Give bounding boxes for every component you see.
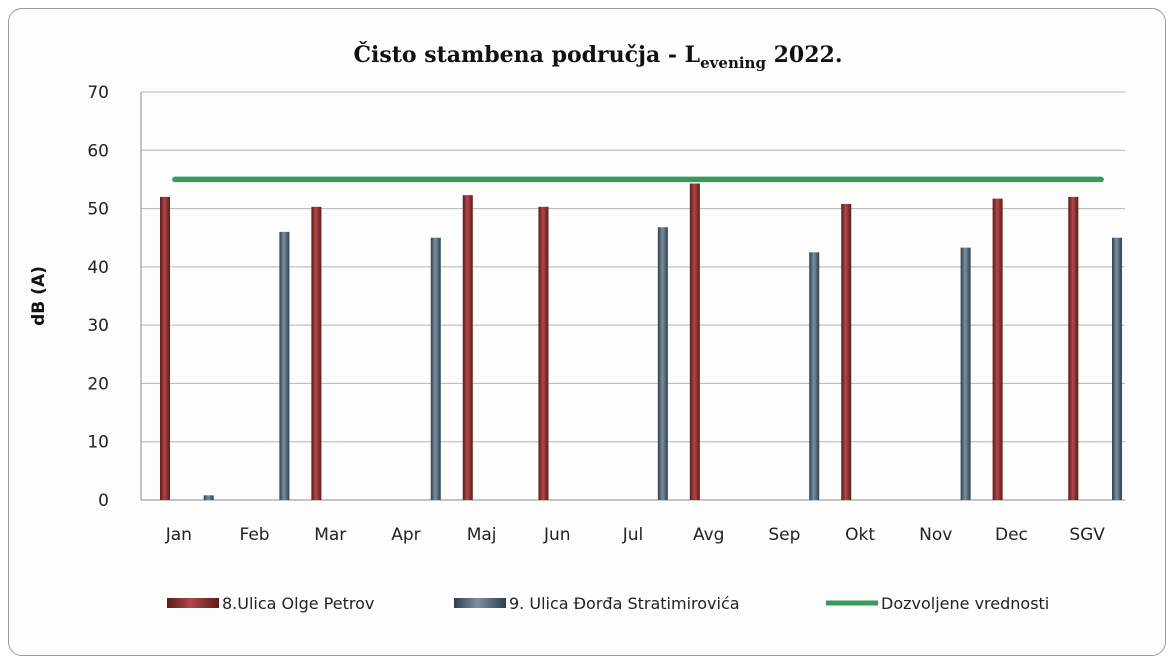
x-tick-label: Apr xyxy=(391,525,420,545)
x-tick-label: Nov xyxy=(919,525,952,545)
bar-djordja-stratimirovica-apr xyxy=(430,237,441,500)
bar-olge-petrov-avg xyxy=(689,183,700,500)
chart-card xyxy=(8,8,1166,656)
bar-olge-petrov-jun xyxy=(538,206,549,500)
legend-item-3: Dozvoljene vrednosti xyxy=(826,594,1049,613)
chart-title-suffix: 2022. xyxy=(766,42,843,68)
bar-djordja-stratimirovica-jan xyxy=(203,495,214,500)
bar-olge-petrov-okt xyxy=(841,203,852,500)
legend-item-1: 8.Ulica Olge Petrov xyxy=(167,594,374,613)
bar-olge-petrov-maj xyxy=(462,195,473,500)
bar-djordja-stratimirovica-sgv xyxy=(1112,237,1122,500)
bar-djordja-stratimirovica-nov xyxy=(960,247,971,500)
legend: 8.Ulica Olge Petrov 9. Ulica Đorđa Strati… xyxy=(167,594,1049,613)
x-tick-label: Maj xyxy=(467,525,497,545)
x-tick-label: SGV xyxy=(1069,525,1105,545)
x-tick-label: Mar xyxy=(314,525,346,545)
x-tick-label: Jun xyxy=(543,525,571,545)
y-tick-label: 0 xyxy=(98,491,109,511)
bars xyxy=(160,183,1122,501)
legend-label: Dozvoljene vrednosti xyxy=(881,594,1049,613)
legend-item-2: 9. Ulica Đorđa Stratimirovića xyxy=(454,594,740,613)
y-axis-label: dB (A) xyxy=(29,266,49,326)
x-tick-label: Avg xyxy=(693,525,725,545)
y-tick-label: 20 xyxy=(87,374,109,394)
bar-olge-petrov-sgv xyxy=(1068,196,1079,500)
bar-olge-petrov-jan xyxy=(160,196,170,500)
x-tick-label: Feb xyxy=(239,525,269,545)
legend-label: 9. Ulica Đorđa Stratimirovića xyxy=(509,594,740,613)
y-tick-label: 70 xyxy=(87,83,109,103)
legend-swatch xyxy=(454,598,506,608)
y-tick-labels: 0 10 20 30 40 50 60 70 xyxy=(87,83,109,511)
x-tick-label: Jul xyxy=(622,525,644,545)
bar-djordja-stratimirovica-sep xyxy=(809,252,820,500)
x-tick-label: Okt xyxy=(845,525,875,545)
x-tick-label: Dec xyxy=(995,525,1028,545)
y-tick-label: 30 xyxy=(87,316,109,336)
x-tick-labels: Jan Feb Mar Apr Maj Jun Jul Avg Sep Okt Nov Dec SGV xyxy=(165,525,1106,545)
y-tick-label: 40 xyxy=(87,258,109,278)
bar-djordja-stratimirovica-jul xyxy=(657,227,668,501)
legend-label: 8.Ulica Olge Petrov xyxy=(222,594,374,613)
chart-title: Čisto stambena područja - Levening 2022. xyxy=(353,41,842,72)
legend-swatch xyxy=(167,598,219,608)
bar-djordja-stratimirovica-feb xyxy=(279,231,290,500)
y-tick-label: 10 xyxy=(87,433,109,453)
y-tick-label: 60 xyxy=(87,141,109,161)
bar-olge-petrov-mar xyxy=(311,206,322,500)
chart-title-subscript: evening xyxy=(700,54,766,72)
x-tick-label: Jan xyxy=(165,525,192,545)
y-tick-label: 50 xyxy=(87,200,109,220)
x-tick-label: Sep xyxy=(768,525,800,545)
bar-olge-petrov-dec xyxy=(992,198,1003,501)
